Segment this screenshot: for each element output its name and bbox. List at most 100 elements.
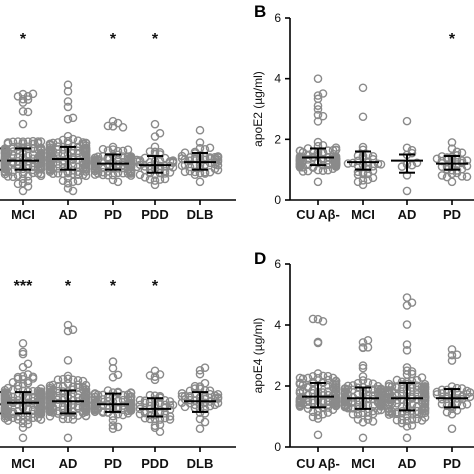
data-point	[213, 390, 223, 399]
data-point	[63, 102, 73, 112]
data-point	[313, 177, 323, 187]
data-point	[90, 157, 100, 166]
data-point	[63, 326, 73, 336]
data-point	[195, 177, 205, 187]
data-point	[447, 177, 457, 187]
data-point	[103, 121, 113, 131]
group-1	[295, 74, 341, 205]
y-tick-label: 0	[274, 193, 281, 207]
data-point	[45, 390, 55, 399]
data-point	[348, 381, 358, 390]
data-point	[0, 158, 10, 167]
data-point	[150, 180, 160, 190]
data-point	[8, 172, 18, 182]
data-point	[3, 139, 13, 148]
data-point	[190, 381, 200, 391]
data-point	[23, 164, 33, 173]
x-tick-label: PD	[104, 207, 122, 222]
data-point	[68, 113, 78, 123]
panel-a	[0, 80, 236, 205]
data-point	[447, 345, 457, 354]
data-point	[68, 325, 78, 335]
data-point	[155, 175, 165, 184]
data-point	[412, 375, 422, 385]
data-point	[90, 404, 100, 414]
data-point	[23, 137, 33, 146]
data-point	[213, 155, 223, 165]
x-tick-label: CU Aβ-	[296, 456, 340, 471]
data-point	[420, 404, 430, 414]
data-point	[45, 164, 55, 174]
y-tick-label: 4	[274, 72, 281, 86]
group-5	[135, 366, 178, 452]
group-1	[295, 314, 341, 452]
data-point	[318, 409, 328, 419]
data-point	[420, 408, 430, 418]
data-point	[303, 166, 313, 176]
data-point	[145, 371, 155, 380]
data-point	[295, 156, 305, 165]
data-point	[348, 409, 358, 419]
data-point	[402, 320, 412, 329]
significance-marker: *	[110, 278, 117, 295]
data-point	[53, 138, 63, 147]
data-point	[205, 401, 215, 411]
data-point	[53, 375, 63, 384]
data-point	[363, 378, 373, 387]
data-point	[73, 170, 83, 180]
group-6	[177, 125, 223, 205]
data-point	[73, 376, 83, 385]
data-point	[437, 156, 447, 166]
significance-marker: ***	[14, 278, 33, 295]
x-tick-label: MCI	[351, 207, 375, 222]
x-tick-label: DLB	[187, 456, 214, 471]
data-point	[432, 387, 442, 397]
data-point	[384, 407, 394, 416]
data-point	[18, 349, 28, 359]
significance-marker: *	[449, 31, 456, 48]
data-point	[303, 382, 313, 391]
data-point	[358, 363, 368, 373]
data-point	[36, 406, 46, 416]
data-point	[368, 406, 378, 416]
data-point	[81, 385, 91, 394]
data-point	[90, 170, 100, 179]
data-point	[323, 375, 333, 385]
data-point	[113, 422, 123, 432]
data-point	[90, 395, 100, 404]
data-point	[0, 414, 10, 423]
data-point	[185, 156, 195, 165]
data-point	[200, 378, 210, 388]
group-4	[90, 116, 136, 205]
group-4	[432, 345, 474, 452]
significance-marker: *	[110, 31, 117, 48]
data-point	[45, 139, 55, 149]
data-point	[200, 394, 210, 404]
data-point	[392, 407, 402, 417]
data-point	[0, 404, 10, 413]
data-point	[18, 89, 28, 99]
data-point	[323, 165, 333, 175]
data-point	[155, 391, 165, 401]
significance-marker: *	[65, 278, 72, 295]
data-point	[13, 415, 23, 424]
data-point	[358, 372, 368, 381]
data-point	[0, 409, 10, 419]
data-point	[407, 148, 417, 158]
data-point	[353, 167, 363, 177]
data-point	[331, 157, 341, 167]
data-point	[353, 415, 363, 424]
group-3	[384, 293, 430, 452]
data-point	[23, 359, 33, 369]
data-point	[353, 156, 363, 166]
data-point	[323, 371, 333, 381]
data-point	[318, 317, 328, 326]
data-point	[68, 186, 78, 196]
data-point	[36, 384, 46, 393]
data-point	[81, 150, 91, 160]
data-point	[452, 350, 462, 359]
data-point	[353, 170, 363, 180]
data-point	[420, 398, 430, 408]
data-point	[118, 401, 128, 410]
